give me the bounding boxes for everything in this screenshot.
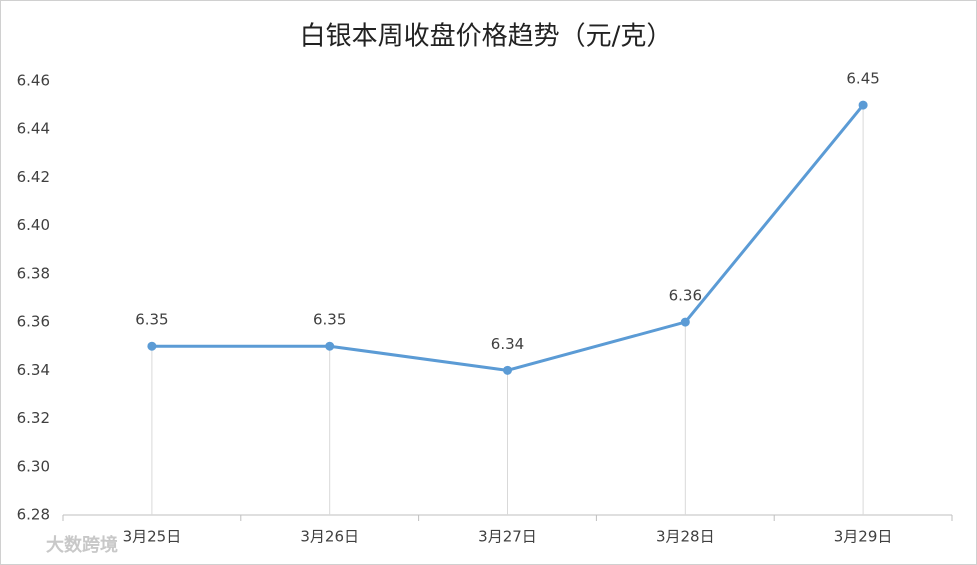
- y-tick-label: 6.42: [17, 168, 50, 186]
- x-tick-label: 3月27日: [478, 528, 537, 546]
- y-tick-label: 6.30: [17, 457, 50, 475]
- data-label: 6.35: [135, 311, 168, 329]
- y-tick-label: 6.44: [17, 120, 50, 138]
- x-tick-label: 3月29日: [834, 528, 893, 546]
- y-tick-label: 6.38: [17, 264, 50, 282]
- watermark: 大数跨境: [46, 534, 118, 556]
- data-label: 6.45: [846, 70, 879, 88]
- y-tick-label: 6.46: [17, 72, 50, 90]
- data-label: 6.34: [491, 335, 524, 353]
- x-tick-label: 3月25日: [123, 528, 182, 546]
- data-point: [325, 341, 335, 351]
- x-tick-label: 3月26日: [300, 528, 359, 546]
- y-tick-label: 6.28: [17, 506, 50, 524]
- y-tick-label: 6.34: [17, 361, 50, 379]
- data-point: [680, 317, 690, 327]
- y-tick-label: 6.36: [17, 313, 50, 331]
- data-point: [503, 365, 512, 375]
- data-label: 6.35: [313, 311, 346, 329]
- data-label: 6.36: [669, 287, 702, 305]
- y-tick-label: 6.40: [17, 216, 50, 234]
- y-tick-label: 6.32: [17, 409, 50, 427]
- chart-title: 白银本周收盘价格趋势（元/克）: [300, 22, 673, 52]
- x-tick-label: 3月28日: [656, 528, 715, 546]
- data-point: [858, 100, 868, 110]
- data-point: [147, 341, 157, 351]
